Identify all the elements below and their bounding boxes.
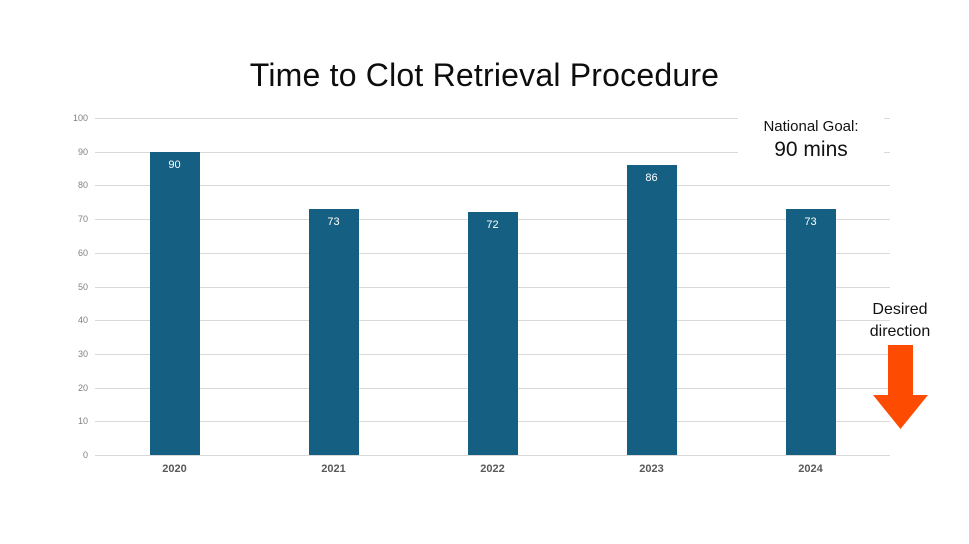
direction-line2: direction [869, 323, 931, 340]
chart-title: Time to Clot Retrieval Procedure [249, 57, 720, 93]
y-axis-tick-label: 20 [77, 382, 88, 393]
y-axis-tick-label: 10 [77, 416, 88, 427]
gridline [95, 151, 890, 153]
bar-value-label: 73 [804, 215, 817, 228]
gridline [95, 118, 890, 119]
bar-value-label: 86 [645, 172, 658, 185]
bar-value-label: 73 [327, 215, 340, 228]
y-axis-tick-label: 90 [77, 146, 88, 157]
bar-2021: 73 [308, 208, 359, 455]
gridline [95, 185, 890, 187]
y-axis-tick-label: 70 [77, 214, 88, 225]
desired-direction-label: Desired direction [844, 299, 956, 343]
gridline [95, 455, 890, 456]
y-axis-tick-label: 80 [77, 180, 88, 191]
national-goal-annotation: National Goal: 90 mins [738, 113, 884, 167]
y-axis-tick-label: 0 [82, 450, 88, 460]
y-axis-tick-label: 100 [72, 113, 88, 123]
bar-2024: 73 [785, 208, 836, 455]
goal-label: National Goal: [763, 118, 859, 135]
bar-value-label: 72 [486, 219, 499, 232]
x-axis-category-label: 2023 [639, 463, 664, 475]
down-arrow-icon [873, 345, 928, 429]
x-axis-category-label: 2021 [321, 463, 346, 475]
y-axis-tick-label: 60 [77, 247, 88, 258]
x-axis-category-label: 2024 [798, 463, 823, 475]
y-axis-tick-label: 50 [77, 281, 88, 292]
x-axis-category-label: 2022 [480, 463, 505, 475]
goal-value: 90 mins [774, 138, 848, 161]
bar-value-label: 90 [168, 158, 181, 171]
bar-2023: 86 [626, 165, 677, 455]
bar-2020: 90 [149, 151, 200, 455]
y-axis-tick-label: 40 [77, 315, 88, 326]
direction-line1: Desired [872, 301, 928, 318]
y-axis-tick-label: 30 [77, 348, 88, 359]
x-axis-category-label: 2020 [162, 463, 187, 475]
bar-2022: 72 [467, 212, 518, 455]
